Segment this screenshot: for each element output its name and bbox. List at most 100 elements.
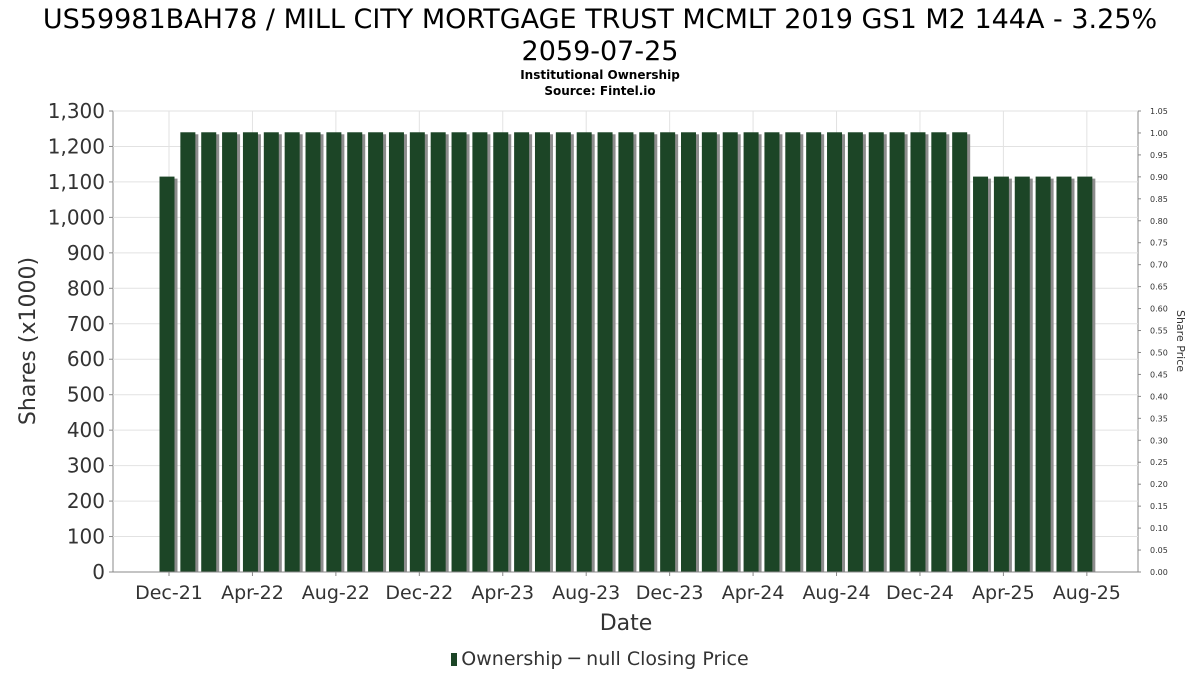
- y2-tick-label: 0.00: [1150, 568, 1168, 577]
- bar: [493, 132, 509, 572]
- x-tick-label: Aug-24: [802, 582, 870, 604]
- bar: [242, 132, 258, 572]
- y-tick-label: 200: [67, 489, 105, 513]
- bar: [639, 132, 655, 572]
- chart-subtitle: Institutional Ownership: [520, 68, 680, 82]
- ownership-swatch: [451, 653, 458, 666]
- y-tick-label: 0: [92, 560, 105, 584]
- y2-tick-label: 0.90: [1150, 173, 1168, 182]
- y-tick-label: 900: [67, 241, 105, 265]
- x-tick-label: Dec-21: [135, 582, 203, 604]
- y-tick-label: 300: [67, 454, 105, 478]
- y-tick-label: 1,200: [48, 134, 105, 158]
- y-tick-label: 700: [67, 312, 105, 336]
- bar: [430, 132, 446, 572]
- chart-source: Source: Fintel.io: [544, 84, 656, 98]
- bar: [534, 132, 550, 572]
- bar: [889, 132, 905, 572]
- y-tick-label: 800: [67, 276, 105, 300]
- y2-tick-label: 1.00: [1150, 129, 1168, 138]
- bar: [1014, 176, 1030, 572]
- x-tick-label: Apr-25: [972, 582, 1035, 604]
- y2-tick-label: 0.40: [1150, 392, 1168, 401]
- y2-tick-label: 0.35: [1150, 414, 1168, 423]
- bar: [201, 132, 217, 572]
- y2-tick-label: 0.80: [1150, 217, 1168, 226]
- bar: [660, 132, 676, 572]
- bar: [910, 132, 926, 572]
- bar: [284, 132, 300, 572]
- bar: [180, 132, 196, 572]
- bar: [785, 132, 801, 572]
- bar: [159, 176, 175, 572]
- y2-tick-label: 0.15: [1150, 502, 1168, 511]
- bar: [1077, 176, 1093, 572]
- y-tick-label: 100: [67, 525, 105, 549]
- bar: [722, 132, 738, 572]
- y2-tick-label: 0.25: [1150, 458, 1168, 467]
- y2-tick-label: 0.65: [1150, 283, 1168, 292]
- x-axis-label: Date: [600, 611, 653, 636]
- bar: [409, 132, 425, 572]
- bar: [952, 132, 968, 572]
- bar: [743, 132, 759, 572]
- y2-axis-label: Share Price: [1174, 310, 1187, 372]
- y2-tick-label: 1.05: [1150, 107, 1168, 116]
- y2-tick-label: 0.30: [1150, 436, 1168, 445]
- legend: Ownership ─ null Closing Price: [0, 648, 1200, 670]
- bar: [347, 132, 363, 572]
- bar: [973, 176, 989, 572]
- bar: [263, 132, 279, 572]
- bar: [472, 132, 488, 572]
- x-tick-label: Dec-24: [886, 582, 954, 604]
- x-tick-label: Apr-23: [471, 582, 534, 604]
- bar: [326, 132, 342, 572]
- bar: [305, 132, 321, 572]
- y2-tick-label: 0.75: [1150, 239, 1168, 248]
- y2-tick-label: 0.10: [1150, 524, 1168, 533]
- y2-tick-label: 0.55: [1150, 327, 1168, 336]
- y-tick-label: 1,300: [48, 99, 105, 123]
- x-tick-label: Dec-22: [385, 582, 453, 604]
- chart-title: US59981BAH78 / MILL CITY MORTGAGE TRUST …: [42, 4, 1158, 67]
- bar: [993, 176, 1009, 572]
- x-tick-label: Apr-24: [722, 582, 785, 604]
- x-tick-label: Apr-22: [221, 582, 284, 604]
- y2-tick-label: 0.85: [1150, 195, 1168, 204]
- bar: [388, 132, 404, 572]
- y-tick-label: 600: [67, 347, 105, 371]
- y-axis-label: Shares (x1000): [16, 257, 41, 425]
- bar: [701, 132, 717, 572]
- line-swatch: ─: [568, 648, 581, 670]
- legend-closing-price: null Closing Price: [586, 648, 749, 670]
- bar: [222, 132, 238, 572]
- bar: [514, 132, 530, 572]
- bar: [576, 132, 592, 572]
- y2-tick-label: 0.20: [1150, 480, 1168, 489]
- bar: [368, 132, 384, 572]
- y2-tick-label: 0.95: [1150, 151, 1168, 160]
- bar: [681, 132, 696, 572]
- x-tick-label: Aug-23: [552, 582, 620, 604]
- y2-tick-label: 0.05: [1150, 546, 1168, 555]
- bar: [1056, 176, 1072, 572]
- x-tick-label: Aug-22: [302, 582, 370, 604]
- legend-ownership: Ownership: [461, 648, 563, 670]
- y-tick-label: 1,000: [48, 205, 105, 229]
- bar: [618, 132, 634, 572]
- y-tick-label: 400: [67, 418, 105, 442]
- y2-tick-label: 0.60: [1150, 305, 1168, 314]
- bar: [597, 132, 613, 572]
- bar: [555, 132, 571, 572]
- bar: [1035, 176, 1051, 572]
- y2-tick-label: 0.45: [1150, 370, 1168, 379]
- bar: [931, 132, 947, 572]
- y2-tick-label: 0.50: [1150, 348, 1168, 357]
- x-tick-label: Dec-23: [636, 582, 704, 604]
- bar: [451, 132, 467, 572]
- y2-tick-label: 0.70: [1150, 261, 1168, 270]
- bar: [764, 132, 780, 572]
- bar: [868, 132, 884, 572]
